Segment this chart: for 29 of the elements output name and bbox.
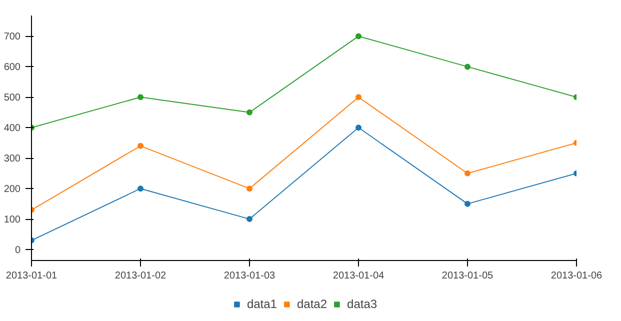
point <box>356 94 362 100</box>
legend-label: data3 <box>347 297 378 311</box>
point <box>246 216 252 222</box>
y-tick-label: 300 <box>4 154 21 165</box>
y-tick-label: 500 <box>4 92 21 104</box>
point <box>138 142 144 149</box>
y-tick-label: 200 <box>4 184 21 196</box>
point <box>464 170 470 176</box>
y-tick-label: 600 <box>4 62 21 74</box>
point <box>138 186 144 192</box>
point <box>138 94 144 100</box>
point <box>464 200 470 207</box>
point <box>246 109 252 116</box>
y-tick-label: 700 <box>4 32 21 43</box>
y-tick-label: 100 <box>4 214 21 226</box>
point <box>464 64 470 70</box>
x-tick-label: 2013-01-01 <box>6 270 58 282</box>
point <box>356 124 362 131</box>
point <box>356 33 362 40</box>
point <box>246 186 252 192</box>
x-tick-label: 2013-01-02 <box>114 270 167 282</box>
x-tick-label: 2013-01-04 <box>332 270 385 282</box>
x-tick-label: 2013-01-05 <box>442 270 494 282</box>
x-tick-label: 2013-01-06 <box>550 270 603 282</box>
x-tick-label: 2013-01-03 <box>224 270 276 282</box>
legend-label: data2 <box>296 297 328 311</box>
y-tick-label: 0 <box>14 245 21 256</box>
y-tick-label: 400 <box>4 123 21 134</box>
legend-label: data1 <box>246 297 277 311</box>
